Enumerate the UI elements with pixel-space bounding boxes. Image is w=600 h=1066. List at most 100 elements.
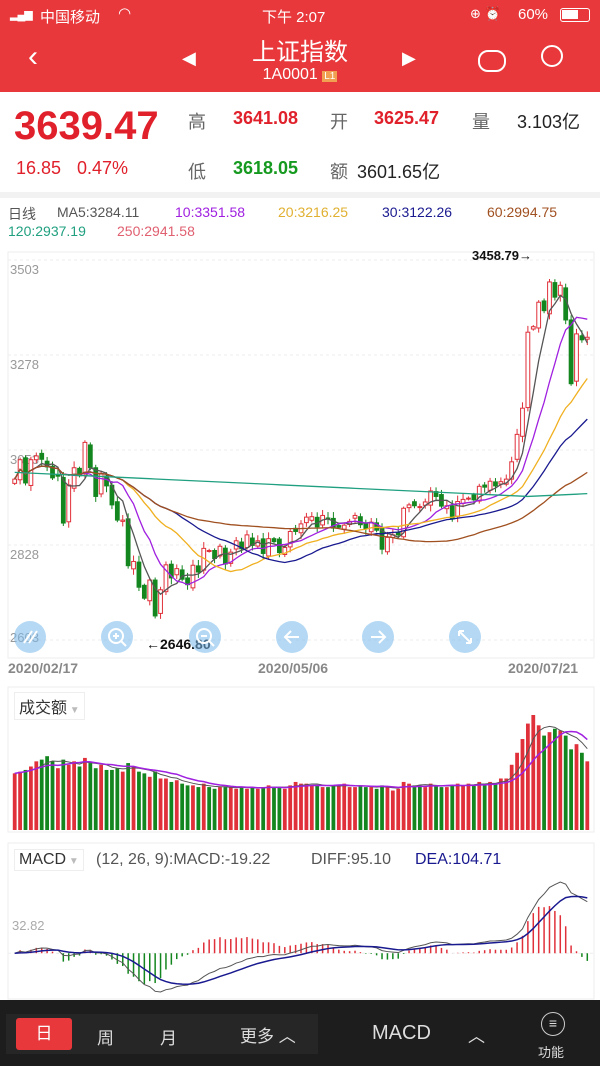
volume-bar [450,785,455,830]
volume-indicator-select[interactable]: 成交额 ▼ [14,692,85,720]
candle-body [206,549,212,552]
candle-body [358,516,363,526]
y-tick-label: 2828 [10,547,39,562]
candle [584,331,590,346]
volume-bar [466,783,471,830]
back-chevron-icon[interactable]: ‹ [28,40,38,73]
candle [98,470,104,498]
volume-bar [439,787,444,830]
candle [23,455,28,486]
volume-bar [164,778,168,830]
tab-month[interactable]: 月 [160,1029,177,1048]
macd-indicator-select[interactable]: MACD ▼ [14,849,84,871]
fullscreen-icon[interactable] [449,621,481,653]
zoom-out-icon[interactable] [189,621,221,653]
candlestick-chart[interactable]: 350332783053282826033458.79→←2646.80 [0,245,600,665]
candle [320,509,325,528]
zoom-in-icon[interactable] [101,621,133,653]
candle-body [87,444,93,469]
candle-body [428,490,434,506]
volume-bar [455,783,460,830]
candle-body [352,514,358,519]
candle-body [363,522,369,530]
candle [493,478,498,493]
chevron-up-icon[interactable]: ︿ [468,1027,485,1046]
candle-body [557,284,563,296]
volume-bar [417,785,422,830]
change-pct: 0.47% [77,158,129,178]
candle-body [574,333,579,382]
prev-triangle-icon[interactable]: ◀ [182,48,196,68]
volume-bar [29,766,33,830]
candle [390,528,396,544]
pan-right-icon[interactable] [362,621,394,653]
indicator-button[interactable]: MACD [372,1022,431,1044]
candle [168,560,174,585]
volume-bar [563,735,568,830]
volume-bar [272,787,276,830]
volume-bar [293,781,298,830]
candle [514,428,520,463]
volume-bar [142,773,147,830]
draw-tool-icon[interactable] [14,621,46,653]
volume-bar [93,768,98,830]
ma5-value: MA5:3284.11 [57,204,140,220]
volume-bar [234,788,239,830]
candle-body [23,457,28,484]
volume-bar [245,788,249,830]
next-triangle-icon[interactable]: ▶ [402,48,416,68]
macd-frame [7,842,595,1000]
candle-body [152,579,158,617]
volume-bar [282,788,287,830]
macd-tick: 32.82 [12,918,45,933]
volume-bar [580,752,584,830]
candle-body [179,569,185,580]
candle [28,456,34,491]
volume-bar [509,764,514,830]
search-icon[interactable] [541,45,563,67]
battery-icon [560,8,590,22]
volume-bar [353,787,357,830]
candle-body [120,519,126,522]
candle [428,487,434,512]
volume-chart[interactable] [0,686,600,836]
candle [368,517,374,536]
volume-bar [477,781,482,830]
candle [417,503,423,513]
low-value: 3618.05 [233,158,299,178]
function-label[interactable]: 功能 [538,1045,565,1060]
tab-day[interactable]: 日 [16,1018,72,1050]
tab-more[interactable]: 更多 ︿ [240,1022,296,1047]
candle-body [520,407,525,437]
y-tick-label: 3503 [10,262,39,277]
volume-bar [331,785,336,830]
wifi-icon: ◠ [118,5,132,22]
volume-bar [347,787,352,830]
robot-icon[interactable] [478,50,506,72]
candle-body [530,326,536,330]
volume-bar [34,761,39,830]
macd-chart[interactable] [0,842,600,1000]
candle-body [336,525,342,528]
candle [325,512,331,525]
amount-value: 3601.65亿 [357,162,441,182]
menu-icon[interactable]: ≡ [541,1012,565,1036]
battery-level: 60% [518,6,549,23]
volume-bar [569,749,573,830]
candle [249,532,255,551]
candle-body [287,530,293,548]
candle-body [33,455,39,461]
volume-bar [574,744,579,830]
volume-bar [255,788,260,830]
macd-label: MACD [19,851,67,868]
volume-bar [320,787,325,830]
ma10-value: 10:3351.58 [175,204,246,220]
tab-week[interactable]: 周 [97,1029,114,1048]
signal-icon: ▂▄▆ [10,9,33,21]
candle [530,325,536,331]
volume-bar [488,781,492,830]
pan-left-icon[interactable] [276,621,308,653]
volume-bar [169,781,174,830]
volume-bar [326,787,330,830]
ma30-value: 30:3122.26 [382,204,453,220]
